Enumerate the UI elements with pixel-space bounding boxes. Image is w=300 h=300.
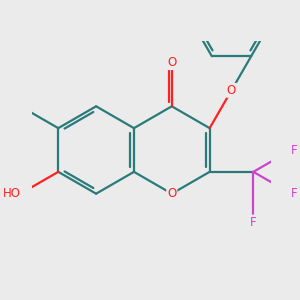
Text: O: O <box>167 56 176 69</box>
Text: F: F <box>250 215 257 229</box>
Text: F: F <box>291 143 298 157</box>
Text: HO: HO <box>2 187 20 200</box>
Text: F: F <box>291 187 298 200</box>
Text: O: O <box>167 187 176 200</box>
Text: O: O <box>227 84 236 97</box>
